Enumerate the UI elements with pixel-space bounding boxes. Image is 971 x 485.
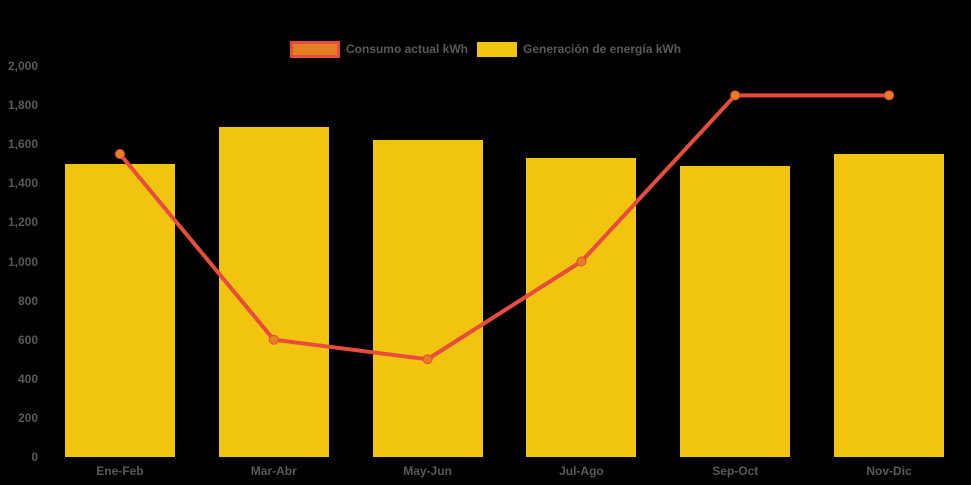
bar-mar-abr <box>218 126 329 457</box>
x-axis-label-mar-abr: Mar-Abr <box>250 464 297 478</box>
x-axis-label-nov-dic: Nov-Dic <box>866 464 912 478</box>
y-tick-label: 600 <box>17 332 38 347</box>
x-axis-label-sep-oct: Sep-Oct <box>712 464 759 478</box>
x-axis-label-ene-feb: Ene-Feb <box>96 464 144 478</box>
y-tick-label: 1,000 <box>7 254 38 269</box>
y-tick-label: 2,000 <box>7 59 38 73</box>
line-point-ene-feb <box>114 148 125 159</box>
y-tick-label: 400 <box>17 371 38 386</box>
y-tick-label: 1,400 <box>7 176 38 191</box>
legend-line-swatch-icon <box>289 40 340 58</box>
line-point-nov-dic <box>884 90 895 101</box>
legend-item-generacion-energia[interactable]: Generación de energía kWh <box>476 41 682 57</box>
x-axis-label-may-jun: May-Jun <box>403 464 452 478</box>
y-tick-label: 1,800 <box>7 98 38 113</box>
y-tick-label: 1,200 <box>7 215 38 230</box>
bar-sep-oct <box>680 165 791 457</box>
bar-may-jun <box>372 140 483 457</box>
legend-item-consumo-actual[interactable]: Consumo actual kWh <box>289 40 468 58</box>
bar-ene-feb <box>64 163 175 457</box>
chart-legend: Consumo actual kWh Generación de energía… <box>0 40 971 58</box>
legend-label-generacion-energia: Generación de energía kWh <box>522 42 682 56</box>
bar-nov-dic <box>834 153 945 457</box>
bar-jul-ago <box>526 157 637 457</box>
legend-label-consumo-actual: Consumo actual kWh <box>345 42 468 56</box>
y-tick-label: 800 <box>17 293 38 308</box>
y-tick-label: 1,600 <box>7 137 38 152</box>
y-tick-label: 0 <box>31 450 38 464</box>
line-point-sep-oct <box>730 90 741 101</box>
y-tick-label: 200 <box>17 410 38 425</box>
legend-bar-swatch-icon <box>476 41 517 57</box>
x-axis-label-jul-ago: Jul-Ago <box>559 464 604 478</box>
